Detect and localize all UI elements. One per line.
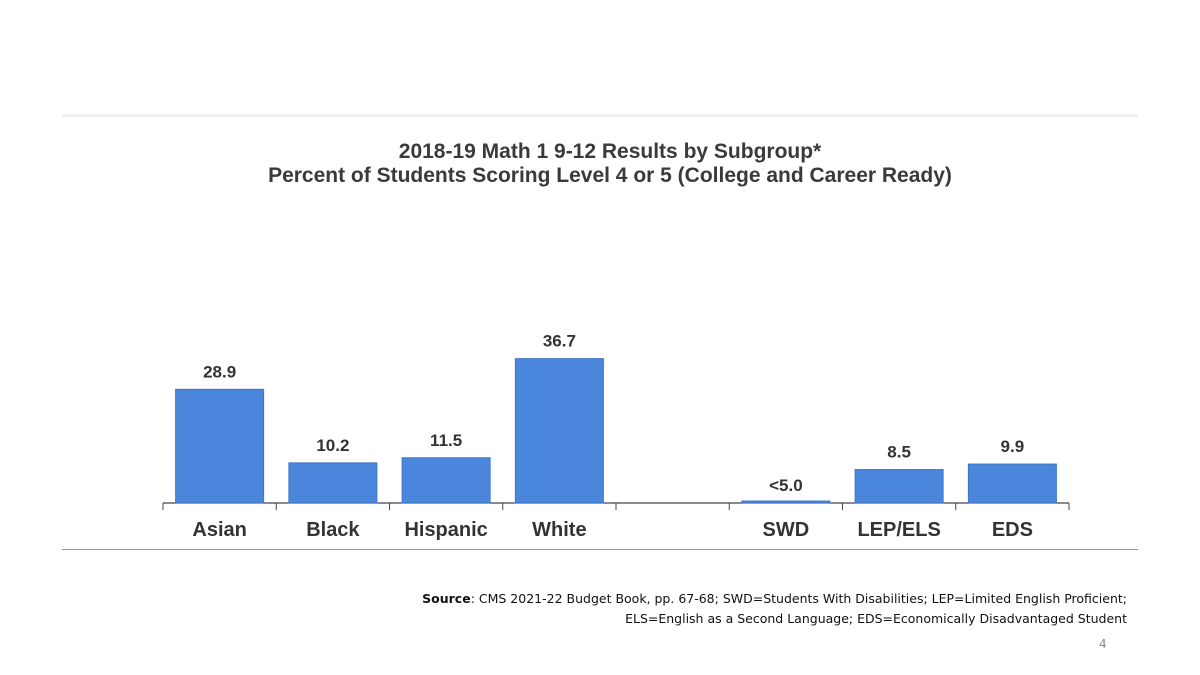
data-label-eds: 9.9 <box>1001 437 1025 456</box>
scan-edge-top <box>62 114 1138 117</box>
data-label-swd: <5.0 <box>769 476 803 495</box>
bar-black <box>288 462 378 504</box>
bar-asian <box>175 388 265 504</box>
source-note: Source: CMS 2021-22 Budget Book, pp. 67-… <box>422 589 1127 629</box>
category-label-eds: EDS <box>992 519 1033 541</box>
source-text-1: : CMS 2021-22 Budget Book, pp. 67-68; SW… <box>470 591 1127 606</box>
bar-hispanic <box>401 457 491 504</box>
data-label-black: 10.2 <box>316 436 349 455</box>
scan-edge-bottom <box>62 549 1138 550</box>
category-label-asian: Asian <box>192 519 246 541</box>
chart-subtitle: Percent of Students Scoring Level 4 or 5… <box>268 164 952 187</box>
source-label: Source <box>422 591 471 606</box>
page-number: 4 <box>1099 637 1107 651</box>
source-line-1: Source: CMS 2021-22 Budget Book, pp. 67-… <box>422 589 1127 609</box>
category-label-black: Black <box>306 519 360 541</box>
bar-white <box>514 358 604 504</box>
category-label-lep-els: LEP/ELS <box>857 519 940 541</box>
bar-swd <box>741 500 831 504</box>
category-label-hispanic: Hispanic <box>404 519 487 541</box>
bar-eds <box>967 463 1057 504</box>
chart-title: 2018-19 Math 1 9-12 Results by Subgroup* <box>398 140 822 163</box>
data-label-asian: 28.9 <box>203 362 236 381</box>
source-line-2: ELS=English as a Second Language; EDS=Ec… <box>625 611 1127 626</box>
data-label-lep-els: 8.5 <box>887 443 911 462</box>
data-label-hispanic: 11.5 <box>430 431 462 450</box>
category-label-swd: SWD <box>763 519 810 541</box>
category-label-white: White <box>532 519 586 541</box>
data-label-white: 36.7 <box>543 332 576 351</box>
bar-lep-els <box>854 469 944 504</box>
